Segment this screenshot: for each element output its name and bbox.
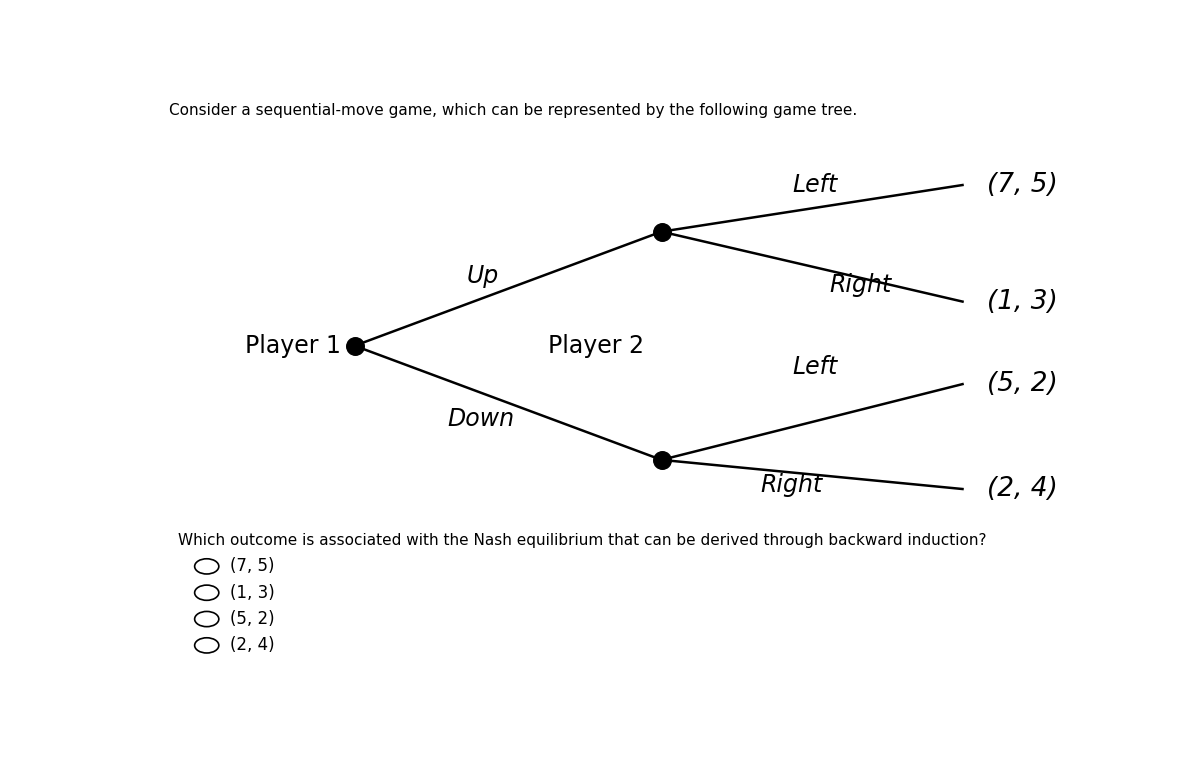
Text: (7, 5): (7, 5) — [986, 172, 1057, 198]
Text: Which outcome is associated with the Nash equilibrium that can be derived throug: Which outcome is associated with the Nas… — [178, 533, 986, 548]
Text: Right: Right — [829, 274, 892, 297]
Text: Down: Down — [448, 407, 515, 431]
Text: (5, 2): (5, 2) — [230, 610, 275, 628]
Point — [346, 340, 365, 352]
Text: Left: Left — [792, 173, 838, 197]
Text: (1, 3): (1, 3) — [230, 584, 275, 602]
Text: (2, 4): (2, 4) — [230, 636, 275, 654]
Text: Up: Up — [467, 264, 498, 287]
Point — [652, 454, 671, 466]
Text: Right: Right — [761, 473, 823, 497]
Point — [652, 226, 671, 238]
Text: (5, 2): (5, 2) — [986, 371, 1057, 397]
Text: (7, 5): (7, 5) — [230, 557, 275, 575]
Text: Consider a sequential-move game, which can be represented by the following game : Consider a sequential-move game, which c… — [168, 103, 857, 118]
Text: (1, 3): (1, 3) — [986, 289, 1057, 315]
Text: Player 1: Player 1 — [245, 334, 341, 358]
Text: Left: Left — [792, 355, 838, 379]
Text: (2, 4): (2, 4) — [986, 476, 1057, 502]
Text: Player 2: Player 2 — [548, 334, 644, 358]
